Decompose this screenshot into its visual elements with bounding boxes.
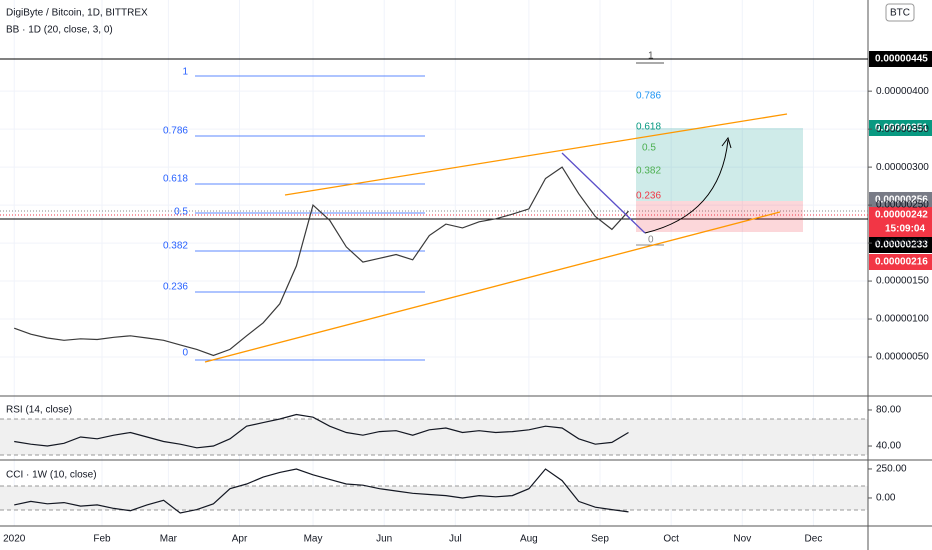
arrow <box>644 139 729 234</box>
price-label: 0.00000216 <box>875 257 928 268</box>
price-label-bg <box>869 207 932 237</box>
fib-label: 0.236 <box>636 191 661 202</box>
price-label: 0.00000233 <box>875 240 928 251</box>
price-label: 0.00000445 <box>875 54 928 65</box>
x-tick-label: Sep <box>591 534 609 545</box>
fib-label: 0.382 <box>163 241 188 252</box>
y-tick-label: 80.00 <box>876 405 901 416</box>
x-tick-label: Aug <box>520 534 538 545</box>
x-tick-label: Jun <box>376 534 392 545</box>
fib-label: 0.786 <box>163 126 188 137</box>
y-tick-label: 0.00000250 <box>876 200 929 211</box>
indicator-title: BB · 1D (20, close, 3, 0) <box>6 25 113 36</box>
price-label: 0.00000351 <box>875 123 928 134</box>
x-tick-label: Dec <box>805 534 823 545</box>
trendline <box>561 152 646 234</box>
x-tick-label: Apr <box>232 534 248 545</box>
y-tick-label: 0.00000300 <box>876 162 929 173</box>
fib-label: 0.618 <box>163 174 188 185</box>
x-tick-label: Oct <box>663 534 679 545</box>
y-tick-label: 0.00 <box>876 493 896 504</box>
y-tick-label: 0.00000100 <box>876 314 929 325</box>
fib-label: 0 <box>648 235 654 246</box>
grid <box>0 0 868 526</box>
y-tick-label: 0.00000400 <box>876 86 929 97</box>
fib-label: 0.5 <box>642 143 656 154</box>
price-label-bg <box>869 120 932 136</box>
series <box>13 166 629 514</box>
countdown: 15:09:04 <box>885 224 925 235</box>
x-tick-label: Feb <box>93 534 111 545</box>
price-line <box>14 468 629 514</box>
y-tick-label: 0.00000050 <box>876 352 929 363</box>
y-tick-label: 0.00000200 <box>876 238 929 249</box>
arrow-head <box>721 136 732 149</box>
x-tick-label: May <box>304 534 323 545</box>
x-tick-label: Nov <box>733 534 751 545</box>
fib-label: 0.786 <box>636 91 661 102</box>
price-label: 0.00000242 <box>875 210 928 221</box>
fib-left <box>195 75 425 361</box>
fib-label: 0.382 <box>636 166 661 177</box>
x-tick-label: 2020 <box>3 534 26 545</box>
cci-band <box>0 486 868 510</box>
fib-label: 0.5 <box>174 207 188 218</box>
price-line <box>14 413 629 449</box>
y-tick-label: 0.00000350 <box>876 124 929 135</box>
currency[interactable]: BTC <box>890 8 910 19</box>
price-label: 0.00000256 <box>875 195 928 206</box>
channel-bottom <box>204 211 781 363</box>
x-tick-label: Jul <box>449 534 462 545</box>
price-label-bg <box>869 192 932 208</box>
fib-label: 0.236 <box>163 282 188 293</box>
indicator-title: RSI (14, close) <box>6 405 72 416</box>
price-label-bg <box>869 254 932 270</box>
y-tick-label: 40.00 <box>876 441 901 452</box>
fib-label: 1 <box>648 51 654 62</box>
channel-top <box>284 113 788 196</box>
currency-badge[interactable] <box>885 3 915 22</box>
x-tick-label: Mar <box>160 534 178 545</box>
fib-label: 0.618 <box>636 122 661 133</box>
y-tick-label: 0.00000150 <box>876 276 929 287</box>
target-zone <box>636 128 803 201</box>
fib-label: 1 <box>182 67 188 78</box>
price-label-bg <box>869 51 932 67</box>
chart-title: DigiByte / Bitcoin, 1D, BITTREX <box>6 8 148 19</box>
rsi-band <box>0 419 868 455</box>
y-tick-label: 250.00 <box>876 464 907 475</box>
fib-label: 0 <box>182 348 188 359</box>
price-line <box>13 166 629 357</box>
price-label-bg <box>869 237 932 253</box>
indicator-title: CCI · 1W (10, close) <box>6 470 97 481</box>
